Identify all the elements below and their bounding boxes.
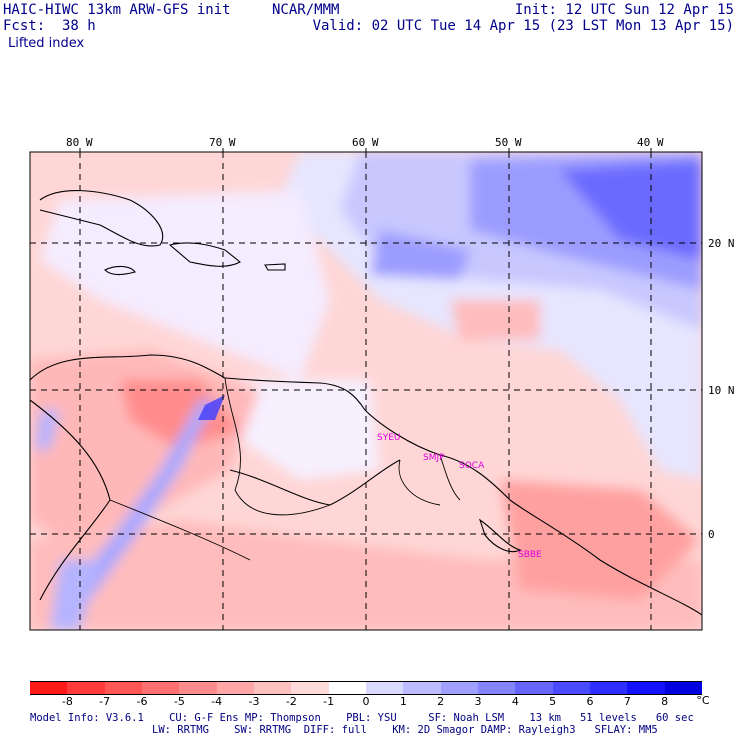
- lat-label-0: 0: [708, 528, 715, 541]
- colorbar-tick-label: -6: [136, 695, 148, 708]
- valid-time: Valid: 02 UTC Tue 14 Apr 15 (23 LST Mon …: [312, 18, 734, 34]
- colorbar-tick-label: 1: [399, 695, 407, 708]
- colorbar-swatch: [627, 681, 666, 695]
- colorbar-swatch: [254, 681, 292, 695]
- colorbar-swatch: [515, 681, 554, 695]
- colorbar-tick-label: 2: [437, 695, 445, 708]
- colorbar-tick-label: 4: [511, 695, 519, 708]
- colorbar-swatch: [179, 681, 218, 695]
- borders: [109, 377, 461, 561]
- colorbar-swatch: [104, 681, 143, 695]
- colorbar-tick-label: 7: [623, 695, 631, 708]
- colorbar-tick-label: 8: [661, 695, 669, 708]
- colorbar-swatch: [30, 681, 68, 695]
- lon-label-80w: 80 W: [66, 136, 93, 149]
- colorbar-tick-label: 3: [474, 695, 482, 708]
- colorbar-swatch: [440, 681, 479, 695]
- colorbar-swatch: [590, 681, 628, 695]
- colorbar-tick-label: -1: [323, 695, 335, 708]
- station-labels: SYEU SMJP SOCA SBBE: [377, 433, 542, 560]
- station-soca: SOCA: [459, 461, 485, 471]
- station-syeu: SYEU: [377, 433, 400, 443]
- map-field: [30, 152, 702, 630]
- colorbar-swatch: [403, 681, 442, 695]
- station-sbbe: SBBE: [518, 550, 542, 560]
- colorbar-tick-label: 0: [362, 695, 370, 708]
- footer-line-2: LW: RRTMG SW: RRTMG DIFF: full KM: 2D Sm…: [152, 724, 658, 736]
- colorbar-swatch: [142, 681, 180, 695]
- colorbar-tick-label: 5: [549, 695, 557, 708]
- init-time: Init: 12 UTC Sun 12 Apr 15: [514, 2, 734, 18]
- colorbar-tick-label: -4: [211, 695, 223, 708]
- lon-label-60w: 60 W: [352, 136, 379, 149]
- shading: [30, 152, 702, 630]
- colorbar-unit: °C: [696, 694, 710, 707]
- colorbar-swatch: [328, 681, 367, 695]
- colorbar-tick-label: -5: [173, 695, 185, 708]
- colorbar-swatch: [67, 681, 106, 695]
- colorbar-tick-label: -8: [61, 695, 73, 708]
- ticks: [79, 148, 652, 152]
- lon-label-50w: 50 W: [495, 136, 522, 149]
- lat-label-20n: 20 N: [708, 237, 735, 250]
- colorbar-tick-label: -3: [248, 695, 260, 708]
- blue-spot: [198, 395, 225, 420]
- lon-label-70w: 70 W: [209, 136, 236, 149]
- lat-label-10n: 10 N: [708, 384, 735, 397]
- graticule: [30, 152, 702, 630]
- field-name: Lifted index: [8, 36, 85, 51]
- station-smjp: SMJP: [423, 453, 445, 463]
- colorbar-swatch: [478, 681, 516, 695]
- model-title: HAIC-HIWC 13km ARW-GFS init: [3, 2, 231, 18]
- footer-line-1: Model Info: V3.6.1 CU: G-F Ens MP: Thomp…: [30, 712, 694, 724]
- colorbar-swatch: [664, 681, 703, 695]
- colorbar-swatch: [552, 681, 591, 695]
- colorbar-tick-label: -7: [99, 695, 111, 708]
- colorbar-swatch: [291, 681, 330, 695]
- colorbar-swatch: [366, 681, 404, 695]
- forecast-hour: Fcst: 38 h: [3, 18, 96, 34]
- axis-labels: 80 W 70 W 60 W 50 W 40 W 20 N 10 N 0: [66, 136, 735, 541]
- colorbar-tick-label: 6: [586, 695, 594, 708]
- lon-label-40w: 40 W: [637, 136, 664, 149]
- org-label: NCAR/MMM: [272, 2, 340, 18]
- colorbar-swatch: [216, 681, 255, 695]
- colorbar-tick-label: -2: [285, 695, 297, 708]
